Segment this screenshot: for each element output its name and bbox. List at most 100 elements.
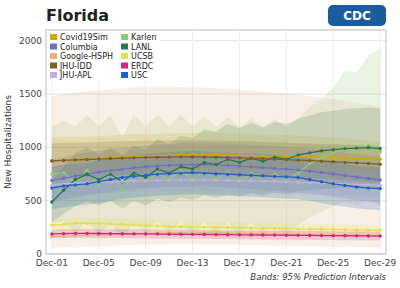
legend-label: Columbia (60, 43, 98, 52)
point (144, 156, 147, 159)
point (238, 226, 241, 229)
point (156, 224, 159, 227)
legend-swatch (121, 34, 128, 40)
point (191, 167, 194, 170)
point (167, 171, 170, 174)
point (132, 171, 135, 174)
point (308, 234, 311, 237)
point (144, 224, 147, 227)
legend-label: ERDC (131, 62, 154, 71)
y-tick-label: 1000 (19, 142, 42, 152)
point (179, 155, 182, 158)
x-tick-label: Dec-21 (270, 258, 302, 268)
point (50, 172, 53, 175)
point (226, 156, 229, 159)
point (378, 184, 381, 187)
point (343, 147, 346, 150)
legend-label: JHU-IDD (59, 62, 92, 71)
point (74, 222, 77, 225)
point (167, 155, 170, 158)
legend-swatch (121, 44, 128, 50)
point (296, 234, 299, 237)
point (214, 163, 217, 166)
point (109, 169, 112, 172)
point (191, 171, 194, 174)
legend-label: LANL (131, 43, 152, 52)
point (156, 167, 159, 170)
point (156, 179, 159, 182)
point (144, 232, 147, 235)
point (121, 180, 124, 183)
point (238, 161, 241, 164)
point (74, 174, 77, 177)
point (85, 232, 88, 235)
point (296, 233, 299, 236)
point (238, 156, 241, 159)
point (285, 227, 288, 230)
point (296, 181, 299, 184)
point (249, 157, 252, 160)
prediction-band (52, 229, 380, 240)
point (132, 232, 135, 235)
point (249, 174, 252, 177)
point (85, 169, 88, 172)
point (332, 148, 335, 151)
point (296, 168, 299, 171)
point (320, 156, 323, 159)
point (85, 182, 88, 185)
point (320, 228, 323, 231)
point (132, 232, 135, 235)
point (132, 179, 135, 182)
point (367, 186, 370, 189)
point (214, 172, 217, 175)
point (332, 182, 335, 185)
point (132, 223, 135, 226)
point (285, 180, 288, 183)
point (273, 157, 276, 160)
point (191, 178, 194, 181)
point (62, 171, 65, 174)
point (214, 178, 217, 181)
y-tick-label: 500 (25, 196, 42, 206)
point (332, 233, 335, 236)
point (308, 155, 311, 158)
point (121, 189, 124, 192)
point (355, 146, 358, 149)
point (109, 173, 112, 176)
point (378, 187, 381, 190)
point (167, 225, 170, 228)
point (97, 232, 100, 235)
point (238, 164, 241, 167)
point (249, 157, 252, 160)
point (378, 178, 381, 181)
point (156, 156, 159, 159)
grid (46, 30, 386, 254)
point (109, 222, 112, 225)
point (97, 184, 100, 187)
point (378, 229, 381, 232)
point (308, 178, 311, 181)
point (191, 155, 194, 158)
point (367, 157, 370, 160)
point (144, 174, 147, 177)
point (261, 233, 264, 236)
point (144, 179, 147, 182)
point (273, 175, 276, 178)
point (203, 178, 206, 181)
point (85, 172, 88, 175)
point (203, 155, 206, 158)
point (343, 174, 346, 177)
note: Bands: 95% Prediction Intervals (250, 272, 386, 282)
point (62, 159, 65, 162)
x-tick-label: Dec-25 (317, 258, 349, 268)
legend-label: JHU-APL (59, 71, 92, 80)
point (367, 146, 370, 149)
series-line (52, 173, 380, 189)
point (226, 164, 229, 167)
point (296, 171, 299, 174)
point (167, 164, 170, 167)
point (273, 227, 276, 230)
point (179, 233, 182, 236)
x-tick-label: Dec-05 (83, 258, 115, 268)
point (97, 170, 100, 173)
